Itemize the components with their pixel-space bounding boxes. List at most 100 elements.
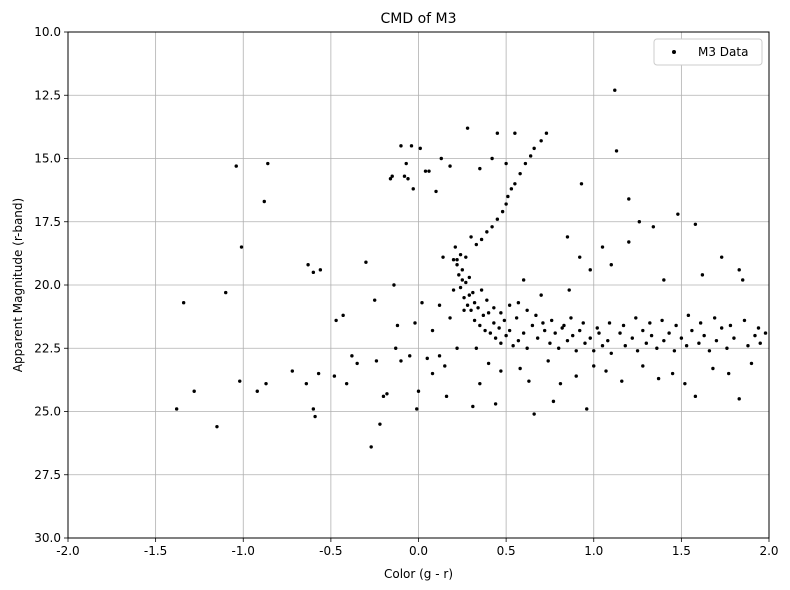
data-point — [527, 379, 531, 383]
data-point — [513, 131, 517, 135]
data-point — [444, 394, 449, 399]
data-point — [509, 187, 514, 191]
data-point — [635, 349, 640, 353]
data-point — [588, 336, 592, 340]
data-point — [644, 341, 649, 345]
data-point — [427, 169, 431, 173]
y-tick-label: 22.5 — [34, 341, 61, 355]
data-point — [514, 316, 519, 320]
legend: M3 Data — [653, 38, 763, 66]
data-point — [458, 285, 463, 290]
data-point — [479, 237, 484, 242]
data-point — [455, 258, 459, 262]
data-point — [467, 293, 472, 297]
data-point — [697, 341, 701, 345]
data-point — [521, 331, 526, 335]
data-point — [290, 369, 295, 373]
axis-ticks: -2.0 -1.5 -1.0 -0.5 0.0 0.5 1.0 1.5 2.0 10.0 12.5 1… — [34, 25, 778, 558]
data-point — [224, 290, 228, 295]
data-point — [600, 344, 605, 348]
data-point — [604, 369, 608, 373]
data-point — [474, 346, 479, 350]
data-point — [578, 328, 582, 333]
data-point — [581, 321, 585, 325]
data-point — [620, 379, 624, 383]
data-point — [492, 321, 496, 325]
data-point — [430, 328, 435, 333]
data-point — [518, 366, 522, 371]
data-point — [318, 268, 323, 272]
data-point — [749, 361, 754, 366]
data-point — [306, 263, 310, 267]
data-point — [634, 316, 638, 320]
data-point — [471, 404, 475, 409]
data-point — [597, 331, 601, 335]
data-point — [702, 333, 706, 338]
data-point — [402, 174, 407, 178]
data-point — [392, 283, 396, 287]
data-point — [707, 349, 712, 353]
x-tick-label: -0.5 — [319, 544, 342, 558]
data-point — [758, 341, 762, 345]
data-point — [471, 290, 475, 295]
data-point — [763, 331, 768, 335]
x-tick-label: 1.5 — [672, 544, 691, 558]
data-point — [725, 346, 729, 350]
data-point — [472, 301, 477, 305]
data-point — [614, 149, 619, 153]
data-point — [192, 389, 196, 393]
data-point — [262, 199, 266, 204]
data-point — [406, 177, 410, 181]
data-point — [513, 182, 517, 186]
data-point — [423, 169, 428, 173]
data-point — [507, 303, 512, 307]
data-point — [374, 359, 379, 363]
data-point — [437, 354, 442, 358]
data-point — [474, 242, 479, 247]
data-point — [492, 306, 496, 310]
data-point — [532, 412, 536, 416]
data-point — [676, 212, 680, 216]
data-point — [578, 255, 582, 259]
data-point — [460, 268, 465, 272]
data-point — [507, 328, 512, 333]
data-point — [553, 331, 557, 335]
data-point — [304, 381, 309, 386]
data-point — [504, 333, 508, 338]
data-point — [385, 392, 389, 396]
data-point — [378, 422, 382, 426]
y-tick-label: 10.0 — [34, 25, 61, 39]
data-point — [455, 346, 459, 350]
data-point — [742, 318, 747, 323]
data-point — [485, 230, 489, 234]
data-point — [728, 323, 733, 328]
data-point — [571, 333, 575, 338]
data-point — [649, 333, 654, 338]
data-point — [460, 278, 465, 282]
data-point — [490, 225, 494, 229]
data-point — [485, 298, 489, 302]
data-point — [381, 394, 386, 399]
data-point — [660, 318, 664, 323]
data-point — [341, 313, 345, 318]
data-point — [472, 318, 477, 323]
data-point — [451, 258, 456, 262]
data-point — [465, 126, 470, 130]
x-axis-title: Color (g - r) — [384, 567, 453, 581]
data-point — [332, 374, 337, 378]
data-point — [411, 187, 415, 191]
data-point — [674, 323, 678, 328]
legend-box — [653, 38, 763, 66]
data-point — [504, 202, 508, 206]
data-point — [679, 336, 684, 340]
data-point — [394, 346, 398, 350]
data-point — [181, 301, 186, 305]
data-point — [541, 321, 545, 325]
data-points — [174, 88, 768, 449]
data-point — [415, 407, 419, 411]
data-point — [467, 275, 472, 280]
data-point — [239, 245, 244, 249]
data-point — [565, 235, 570, 239]
data-point — [479, 288, 484, 292]
data-point — [711, 366, 715, 371]
